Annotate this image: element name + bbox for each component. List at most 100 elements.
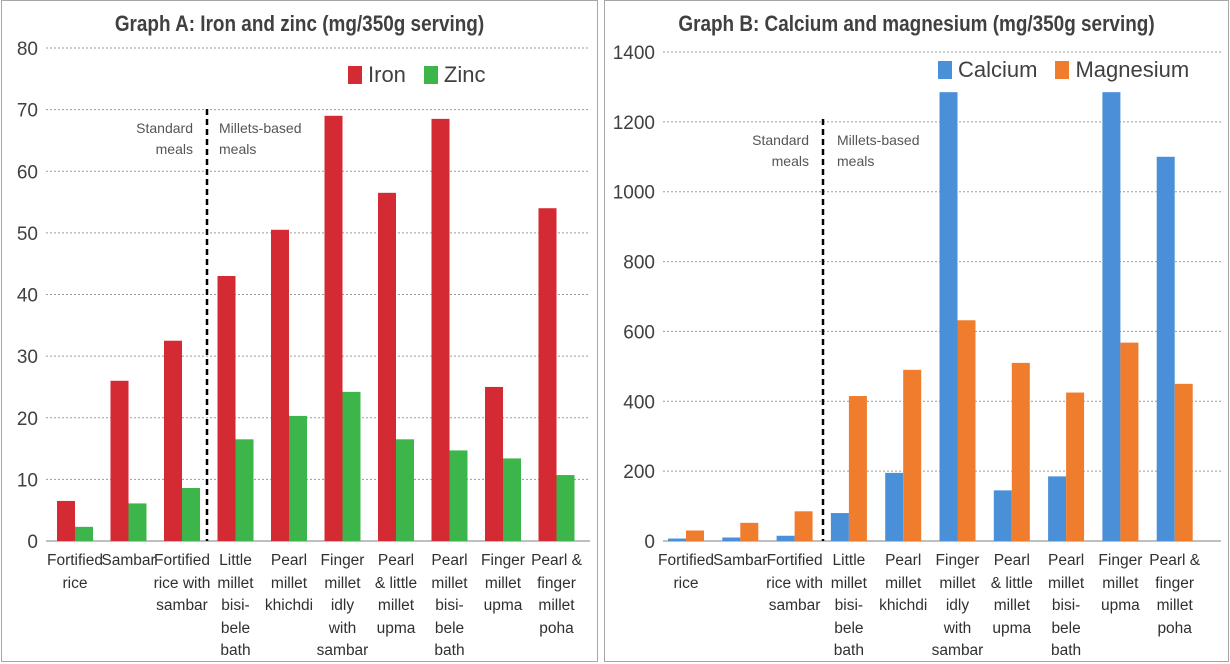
x-tick-label: Finger millet idly with sambar [931, 552, 984, 659]
y-tick-label: 40 [17, 286, 38, 307]
graph-b-panel: 0 200 400 600 800 1000 1200 1400 Graph B: Calci… [604, 0, 1229, 662]
graph-a-title: Graph A: Iron and zinc (mg/350g serving) [114, 11, 485, 36]
bar-zinc [503, 458, 521, 541]
x-tick-label: Pearl & finger millet poha [531, 552, 582, 637]
bar-calcium [1102, 92, 1121, 542]
y-tick-label: 800 [623, 253, 655, 274]
x-tick-label: Finger millet upma [1098, 552, 1143, 614]
x-tick-label: Pearl & finger millet poha [1149, 552, 1201, 637]
bar-magnesium [1011, 362, 1030, 541]
y-tick-label: 1000 [613, 183, 655, 204]
graph-a-legend: Iron Zinc [348, 62, 503, 88]
bar-zinc [556, 475, 575, 541]
bar-zinc [235, 439, 254, 541]
y-tick-label: 70 [17, 101, 38, 122]
x-tick-label: Fortified rice with sambar [153, 552, 211, 614]
bar-calcium [1048, 476, 1067, 541]
y-tick-label: 80 [17, 39, 38, 60]
legend-item-iron: Iron [348, 62, 406, 88]
x-tick-label: Pearl millet khichdi [264, 552, 314, 614]
bar-magnesium [957, 320, 976, 541]
bar-magnesium [1066, 392, 1085, 541]
y-tick-label: 0 [644, 532, 655, 553]
bar-calcium [722, 537, 741, 541]
bar-iron [164, 340, 182, 541]
bar-magnesium [1174, 383, 1193, 541]
bar-zinc [182, 488, 200, 541]
bar-calcium [939, 92, 958, 542]
bar-magnesium [903, 369, 922, 541]
bar-iron [485, 386, 503, 541]
bar-magnesium [686, 530, 704, 541]
bar-calcium [668, 538, 686, 541]
x-tick-label: Pearl & little millet upma [990, 552, 1033, 637]
x-tick-label: Finger millet upma [481, 552, 525, 614]
bar-zinc [342, 391, 361, 541]
y-tick-label: 10 [17, 470, 38, 491]
legend-swatch-magnesium [1055, 61, 1070, 79]
bar-iron [57, 500, 75, 541]
graph-a-panel: 0 10 20 30 40 50 60 70 80 Graph A: Iron and zinc… [1, 0, 598, 662]
bar-iron [538, 208, 557, 541]
legend-label-zinc: Zinc [443, 62, 486, 87]
bar-iron [378, 192, 396, 541]
graph-b-plot: 0 200 400 600 800 1000 1200 1400 [613, 43, 1221, 553]
legend-item-zinc: Zinc [423, 62, 486, 88]
bar-calcium [885, 472, 904, 541]
bar-magnesium [794, 511, 813, 541]
bar-calcium [993, 490, 1012, 541]
legend-swatch-calcium [938, 61, 952, 79]
y-tick-label: 30 [17, 347, 38, 368]
graph-a-annotation-standard: Standard meals [136, 120, 193, 157]
graph-b-annotation-standard: Standard meals [752, 132, 809, 169]
y-tick-label: 50 [17, 224, 38, 245]
x-tick-label: Little millet bisi- bele bath [217, 552, 254, 659]
bar-zinc [396, 439, 414, 541]
x-tick-label: Little millet bisi- bele bath [830, 552, 867, 659]
legend-swatch-zinc [423, 66, 438, 84]
x-tick-label: Fortified rice [658, 552, 714, 592]
y-tick-label: 0 [27, 532, 38, 553]
y-tick-label: 1200 [613, 113, 655, 134]
graph-a-plot: 0 10 20 30 40 50 60 70 80 [17, 39, 590, 553]
x-tick-label: Pearl millet bisi- bele bath [431, 552, 468, 659]
legend-item-calcium: Calcium [938, 57, 1037, 83]
bar-zinc [75, 526, 93, 541]
bar-iron [324, 115, 343, 541]
legend-swatch-iron [348, 66, 362, 84]
y-tick-label: 20 [17, 409, 38, 430]
x-tick-label: Sambar [101, 552, 156, 569]
bar-zinc [128, 503, 147, 541]
x-tick-label: Pearl & little millet upma [374, 552, 418, 637]
x-tick-label: Fortified rice with sambar [766, 552, 824, 614]
graph-b-annotation-millets: Millets-based meals [837, 132, 920, 169]
legend-label-calcium: Calcium [958, 57, 1038, 82]
x-tick-label: Sambar [713, 552, 768, 569]
legend-label-iron: Iron [368, 62, 406, 87]
legend-label-magnesium: Magnesium [1075, 57, 1190, 82]
bar-iron [431, 118, 450, 542]
y-tick-label: 60 [17, 162, 38, 183]
x-tick-label: Finger millet idly with sambar [316, 552, 369, 659]
graph-a-annotation-millets: Millets-based meals [219, 120, 302, 157]
bar-zinc [449, 450, 468, 541]
bar-zinc [289, 415, 307, 541]
bar-magnesium [740, 522, 759, 541]
x-tick-label: Pearl millet khichdi [879, 552, 928, 614]
graph-b-title: Graph B: Calcium and magnesium (mg/350g … [678, 11, 1155, 36]
bar-magnesium [848, 396, 867, 541]
x-tick-label: Pearl millet bisi- bele bath [1048, 552, 1085, 659]
y-tick-label: 200 [623, 462, 655, 483]
bar-iron [110, 380, 129, 541]
x-tick-label: Fortified rice [47, 552, 103, 592]
graph-b-legend: Calcium Magnesium [938, 57, 1207, 83]
bar-magnesium [1120, 342, 1139, 541]
y-tick-label: 600 [623, 322, 655, 343]
bar-calcium [1156, 156, 1175, 542]
bar-calcium [776, 535, 795, 541]
bar-calcium [830, 513, 849, 541]
bar-iron [217, 276, 236, 541]
bar-iron [271, 229, 289, 541]
y-tick-label: 1400 [613, 43, 655, 64]
y-tick-label: 400 [623, 392, 655, 413]
